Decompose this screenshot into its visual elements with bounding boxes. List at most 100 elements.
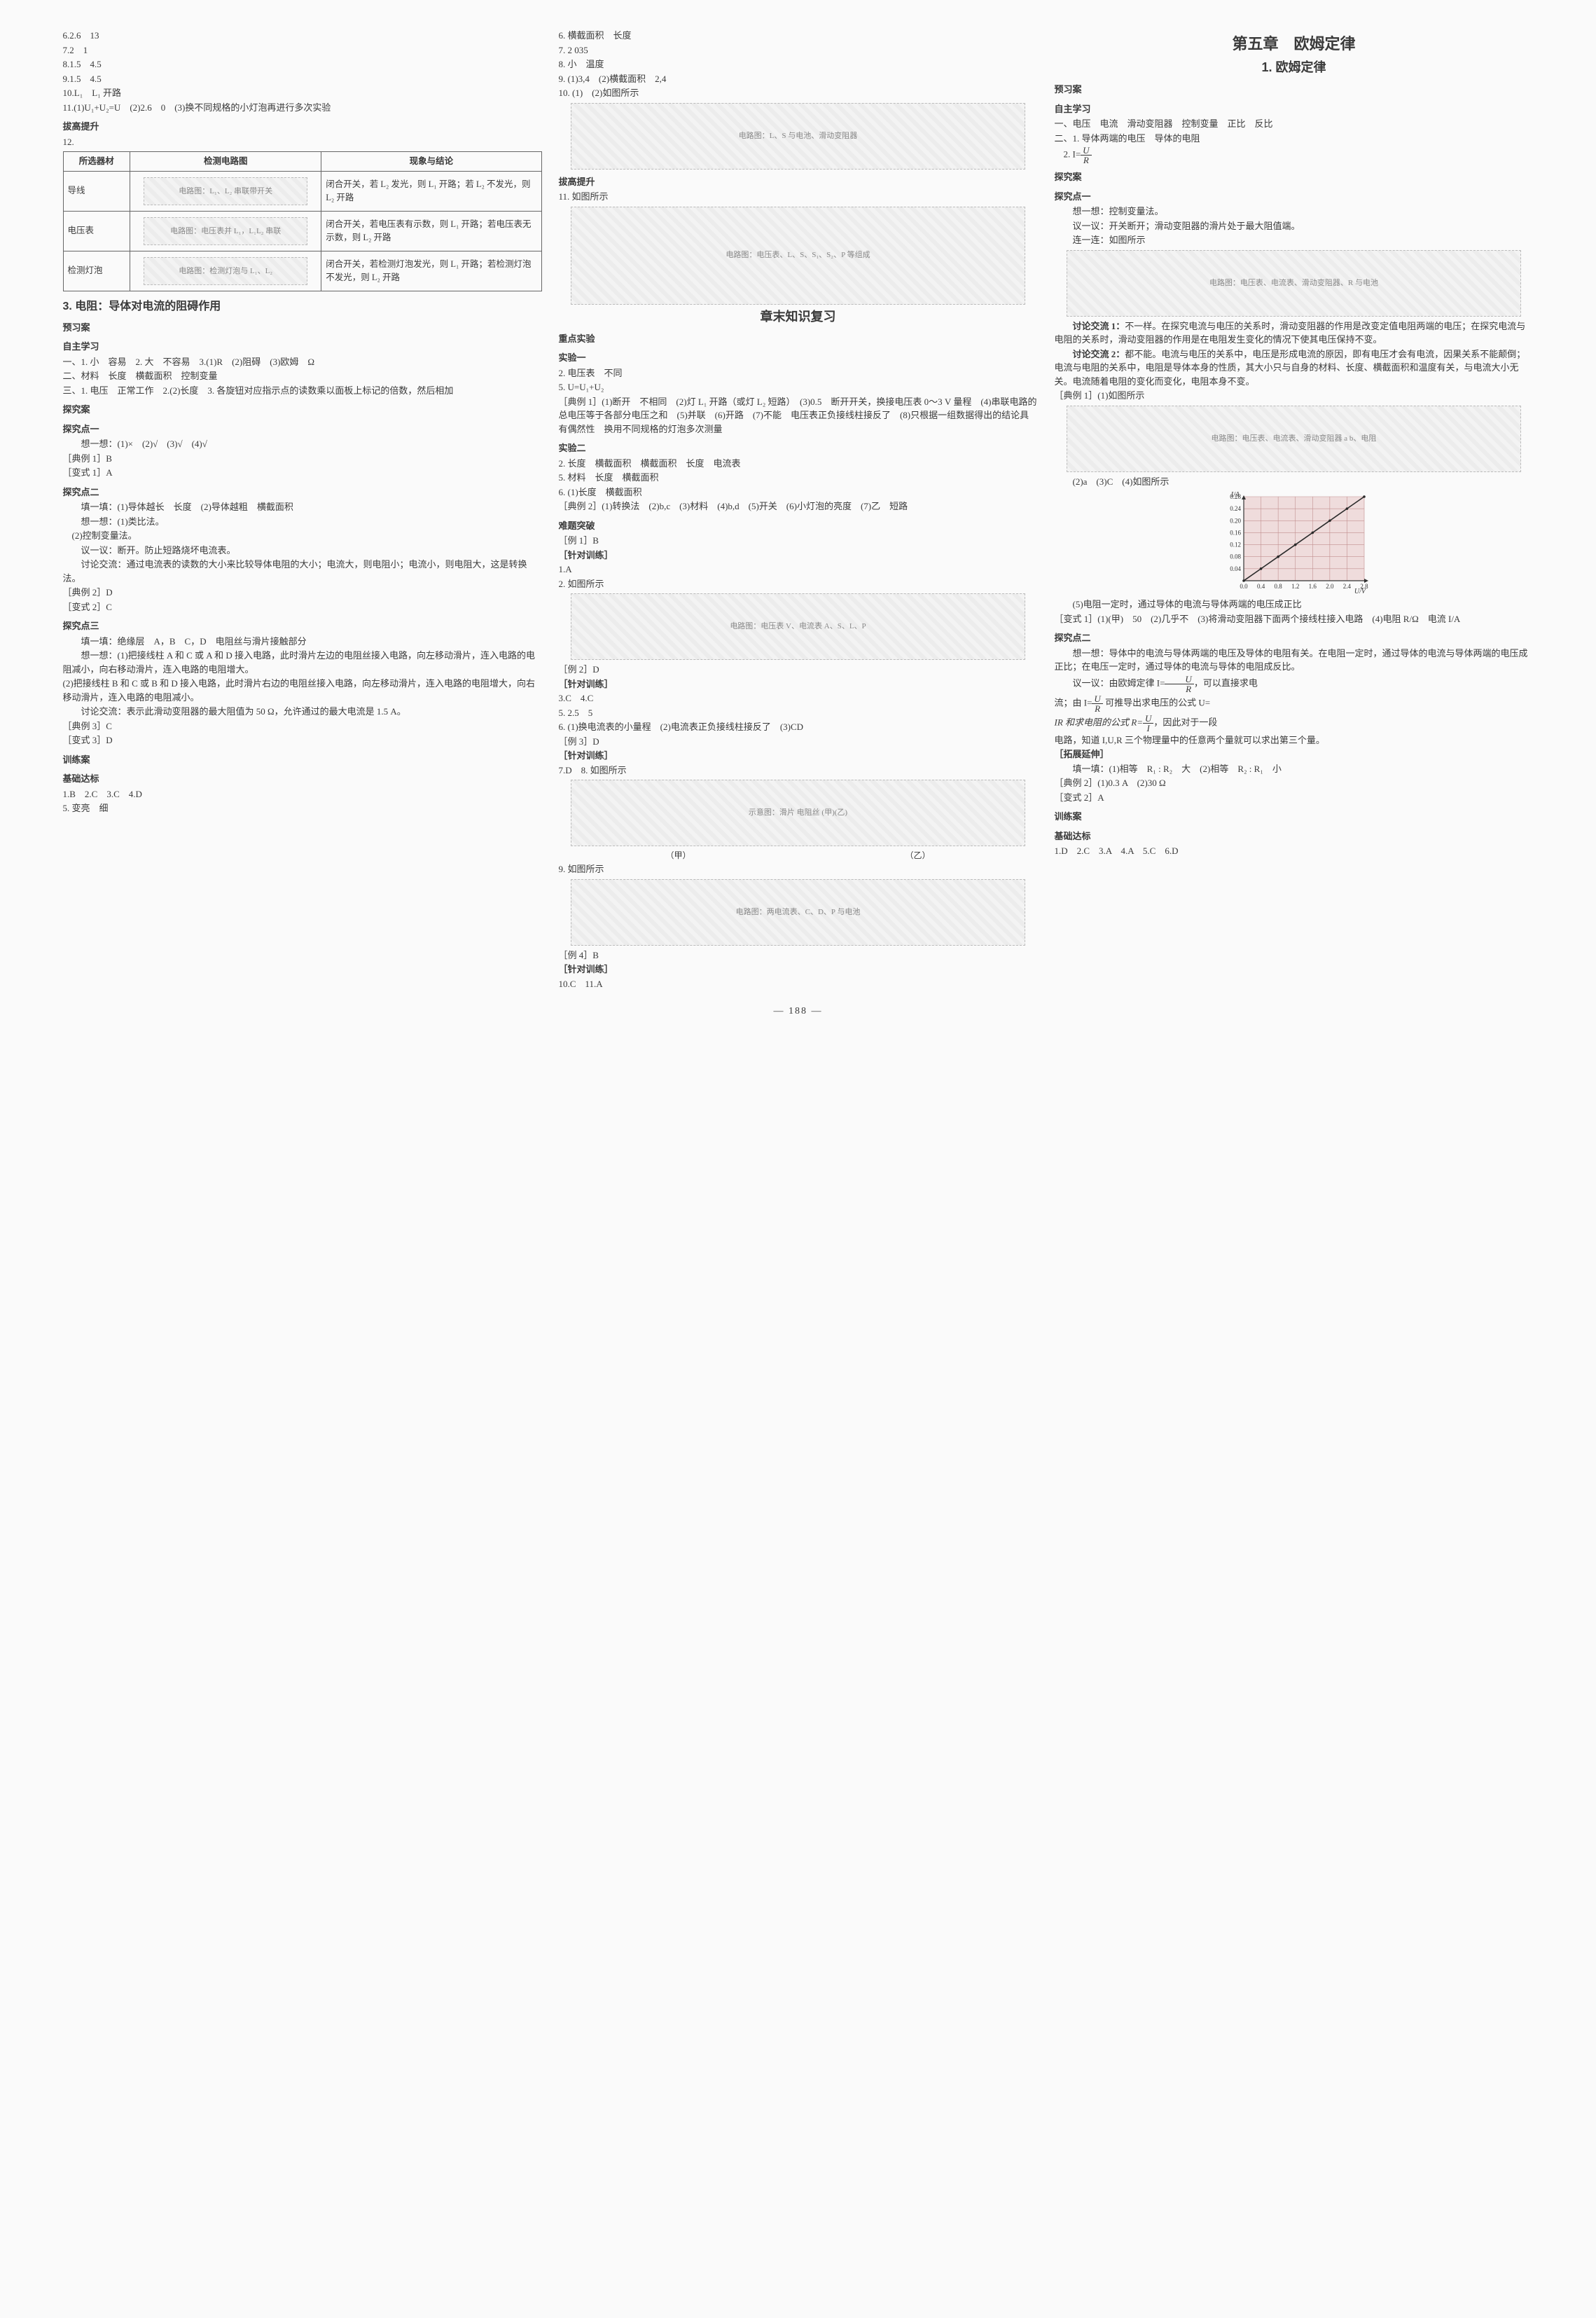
text: ［典例 2］(1)转换法 (2)b,c (3)材料 (4)b,d (5)开关 (… bbox=[559, 499, 1038, 513]
heading: 难题突破 bbox=[559, 519, 1038, 533]
svg-text:0.12: 0.12 bbox=[1230, 541, 1241, 549]
text: 议一议：断开。防止短路烧坏电流表。 bbox=[63, 544, 542, 558]
text: 1.A bbox=[559, 563, 1038, 577]
pre-line: 11.(1)U₁+U₂=U (2)2.6 0 (3)换不同规格的小灯泡再进行多次… bbox=[63, 101, 542, 115]
text: ［典例 1］(1)如图所示 bbox=[1055, 389, 1534, 403]
frac-n: U bbox=[1165, 675, 1193, 684]
heading: 基础达标 bbox=[63, 772, 542, 786]
label: 讨论交流 1： bbox=[1073, 321, 1125, 331]
chart-svg: 0.040.080.120.160.200.240.280.00.40.81.2… bbox=[1217, 491, 1371, 596]
svg-text:U/V: U/V bbox=[1354, 588, 1366, 595]
text: 不一样。在探究电流与电压的关系时，滑动变阻器的作用是改变定值电阻两端的电压；在探… bbox=[1055, 321, 1526, 345]
heading: 预习案 bbox=[1055, 83, 1534, 97]
text: 一、电压 电流 滑动变阻器 控制变量 正比 反比 bbox=[1055, 117, 1534, 131]
text: ［典例 1］(1)断开 不相同 (2)灯 L₁ 开路（或灯 L₂ 短路） (3)… bbox=[559, 395, 1038, 436]
text: ［变式 1］(1)(甲) 50 (2)几乎不 (3)将滑动变阻器下面两个接线柱接… bbox=[1055, 612, 1534, 626]
text: 11. 如图所示 bbox=[559, 190, 1038, 204]
text: 议一议：由欧姆定律 I= bbox=[1073, 677, 1165, 688]
heading: 拔高提升 bbox=[63, 120, 542, 134]
text: 5. 变亮 细 bbox=[63, 801, 542, 815]
text: ［例 2］D bbox=[559, 663, 1038, 677]
formula-line: 流；由 I=UR 可推导出求电压的公式 U= bbox=[1055, 694, 1534, 713]
text: 想一想：控制变量法。 bbox=[1055, 205, 1534, 219]
circuit-figure-placeholder: 电路图：电压表 V、电流表 A、S、L、P bbox=[571, 593, 1026, 660]
column-3: 第五章 欧姆定律 1. 欧姆定律 预习案 自主学习 一、电压 电流 滑动变阻器 … bbox=[1055, 28, 1534, 991]
text: 流；由 I= bbox=[1055, 697, 1092, 708]
th: 所选器材 bbox=[63, 152, 130, 172]
heading: 探究点二 bbox=[63, 485, 542, 499]
heading: 自主学习 bbox=[1055, 102, 1534, 116]
text: 讨论交流 2：都不能。电流与电压的关系中，电压是形成电流的原因，即有电压才会有电… bbox=[1055, 347, 1534, 389]
heading: 重点实验 bbox=[559, 332, 1038, 346]
text: 想一想：(1)× (2)√ (3)√ (4)√ bbox=[63, 437, 542, 451]
heading: 探究点三 bbox=[63, 619, 542, 633]
iu-chart: 0.040.080.120.160.200.240.280.00.40.81.2… bbox=[1217, 491, 1371, 596]
text: 2. I= bbox=[1055, 149, 1081, 159]
heading: 预习案 bbox=[63, 321, 542, 335]
heading: 自主学习 bbox=[63, 340, 542, 354]
cell-result: 闭合开关，若 L₂ 发光，则 L₁ 开路；若 L₂ 不发光，则 L₂ 开路 bbox=[321, 171, 541, 211]
section-title: 章末知识复习 bbox=[559, 308, 1038, 326]
text: 10. (1) (2)如图所示 bbox=[559, 86, 1038, 100]
text: ［针对训练］ bbox=[559, 677, 1038, 691]
svg-text:0.16: 0.16 bbox=[1230, 529, 1241, 536]
text: 9. (1)3,4 (2)横截面积 2,4 bbox=[559, 72, 1038, 86]
text: 2. 如图所示 bbox=[559, 577, 1038, 591]
text: 都不能。电流与电压的关系中，电压是形成电流的原因，即有电压才会有电流，因果关系不… bbox=[1055, 349, 1526, 387]
text: (2)a (3)C (4)如图所示 bbox=[1055, 475, 1534, 489]
text: 9. 如图所示 bbox=[559, 862, 1038, 876]
pre-line: 9.1.5 4.5 bbox=[63, 72, 542, 86]
text: 1.B 2.C 3.C 4.D bbox=[63, 787, 542, 801]
circuit-figure-placeholder: 电路图：电压表、L、S、S₁、S₂、P 等组成 bbox=[571, 207, 1026, 305]
caption: （甲） bbox=[665, 849, 691, 862]
svg-text:2.4: 2.4 bbox=[1342, 583, 1351, 590]
text: (2)控制变量法。 bbox=[63, 529, 542, 543]
text: 填一填：绝缘层 A，B C，D 电阻丝与滑片接触部分 bbox=[63, 635, 542, 649]
formula: 2. I=UR bbox=[1055, 146, 1534, 165]
circuit-diagram-placeholder: 电路图：检测灯泡与 L₁、L₂ bbox=[144, 257, 307, 285]
heading: 实验二 bbox=[559, 441, 1038, 455]
text: 议一议：开关断开；滑动变阻器的滑片处于最大阻值端。 bbox=[1055, 219, 1534, 233]
circuit-figure-placeholder: 电路图：电压表、电流表、滑动变阻器 a b、电阻 bbox=[1067, 406, 1522, 472]
pre-line: 8.1.5 4.5 bbox=[63, 57, 542, 71]
frac-d: R bbox=[1081, 156, 1091, 165]
text: ［变式 3］D bbox=[63, 733, 542, 747]
formula-line: 议一议：由欧姆定律 I=UR，可以直接求电 bbox=[1055, 675, 1534, 694]
th: 现象与结论 bbox=[321, 152, 541, 172]
table-row: 电压表 电路图：电压表并 L₁，L₁L₂ 串联 闭合开关，若电压表有示数，则 L… bbox=[63, 211, 541, 251]
cell-circuit: 电路图：电压表并 L₁，L₁L₂ 串联 bbox=[130, 211, 321, 251]
table-row: 检测灯泡 电路图：检测灯泡与 L₁、L₂ 闭合开关，若检测灯泡发光，则 L₁ 开… bbox=[63, 251, 541, 291]
text: 二、1. 导体两端的电压 导体的电阻 bbox=[1055, 132, 1534, 146]
frac-d: I bbox=[1143, 724, 1153, 733]
text: ［例 4］B bbox=[559, 948, 1038, 963]
text: 3.C 4.C bbox=[559, 691, 1038, 705]
pre-line: 7.2 1 bbox=[63, 43, 542, 57]
circuit-table: 所选器材 检测电路图 现象与结论 导线 电路图：L₁、L₂ 串联带开关 闭合开关… bbox=[63, 151, 542, 291]
cell-circuit: 电路图：检测灯泡与 L₁、L₂ bbox=[130, 251, 321, 291]
text: 想一想：(1)类比法。 bbox=[63, 515, 542, 529]
text: 10.C 11.A bbox=[559, 977, 1038, 991]
caption: （乙） bbox=[905, 849, 930, 862]
circuit-figure-placeholder: 示意图：滑片 电阻丝 (甲)(乙) bbox=[571, 780, 1026, 846]
svg-text:0.08: 0.08 bbox=[1230, 553, 1241, 560]
text: 可推导出求电压的公式 U= bbox=[1103, 697, 1210, 708]
heading: 基础达标 bbox=[1055, 829, 1534, 843]
text: (2)把接线柱 B 和 C 或 B 和 D 接入电路，此时滑片右边的电阻丝接入电… bbox=[63, 677, 542, 704]
text: 6. (1)换电流表的小量程 (2)电流表正负接线柱接反了 (3)CD bbox=[559, 720, 1038, 734]
heading: 训练案 bbox=[63, 753, 542, 767]
text: ［典例 3］C bbox=[63, 719, 542, 733]
frac-d: R bbox=[1092, 704, 1102, 713]
text: 一、1. 小 容易 2. 大 不容易 3.(1)R (2)阻碍 (3)欧姆 Ω bbox=[63, 355, 542, 369]
circuit-figure-placeholder: 电路图：电压表、电流表、滑动变阻器、R 与电池 bbox=[1067, 250, 1522, 317]
text: 二、材料 长度 横截面积 控制变量 bbox=[63, 369, 542, 383]
pre-line: 10.L₁ L₁ 开路 bbox=[63, 86, 542, 100]
section-title: 1. 欧姆定律 bbox=[1055, 58, 1534, 77]
heading: 探究点二 bbox=[1055, 631, 1534, 645]
text: 5. 2.5 5 bbox=[559, 706, 1038, 720]
text: ［典例 2］(1)0.3 A (2)30 Ω bbox=[1055, 776, 1534, 790]
circuit-figure-placeholder: 电路图：L、S 与电池、滑动变阻器 bbox=[571, 103, 1026, 170]
text: 电路，知道 I,U,R 三个物理量中的任意两个量就可以求出第三个量。 bbox=[1055, 733, 1534, 747]
text: 6. (1)长度 横截面积 bbox=[559, 485, 1038, 499]
text: ，因此对于一段 bbox=[1153, 717, 1217, 727]
text: ［例 3］D bbox=[559, 735, 1038, 749]
